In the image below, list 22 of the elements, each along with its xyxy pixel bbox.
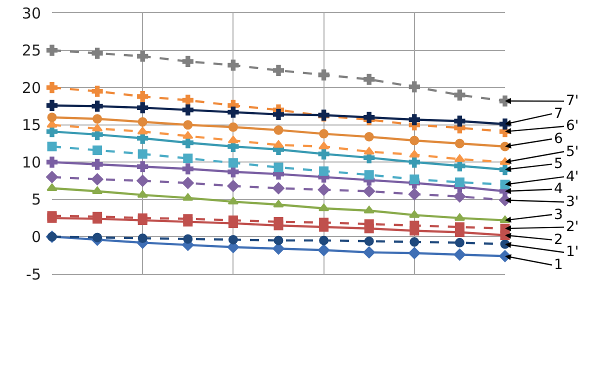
text: 6	[554, 131, 563, 147]
text: 5'	[566, 144, 579, 160]
y-tick-label: 5	[31, 190, 41, 209]
text: 2	[554, 232, 563, 248]
text: 6'	[566, 118, 579, 134]
text: 4	[554, 181, 563, 197]
text: 3'	[566, 194, 579, 210]
text: 7'	[566, 93, 579, 109]
text: 3	[554, 207, 563, 223]
text: 1	[554, 257, 563, 273]
text: 5	[554, 156, 563, 172]
text: 4'	[566, 169, 579, 185]
y-tick-label: 15	[22, 116, 41, 134]
text: 7	[554, 106, 563, 122]
y-tick-label: 20	[22, 78, 41, 97]
y-tick-label: 0	[31, 228, 41, 246]
text: 2'	[566, 219, 579, 235]
y-tick-label: -5	[26, 265, 41, 284]
y-tick-label: 10	[22, 153, 41, 172]
y-tick-label: 25	[22, 42, 41, 60]
text: 1'	[566, 244, 579, 260]
y-tick-label: 30	[22, 4, 41, 22]
